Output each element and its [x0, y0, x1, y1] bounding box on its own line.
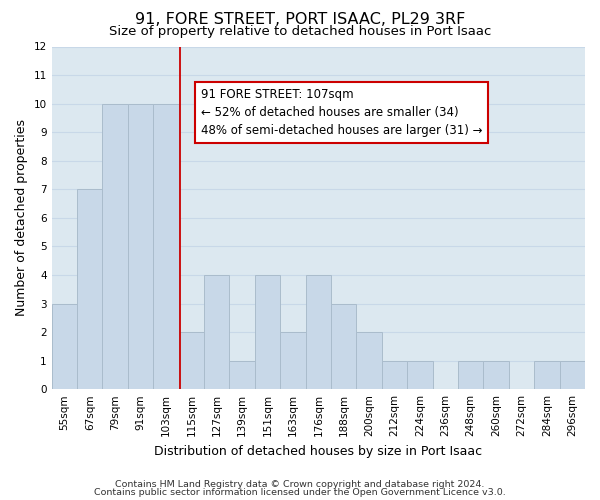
Text: Contains public sector information licensed under the Open Government Licence v3: Contains public sector information licen…	[94, 488, 506, 497]
Bar	[356, 332, 382, 389]
Bar	[255, 275, 280, 389]
Bar	[331, 304, 356, 389]
Bar	[128, 104, 153, 389]
Bar	[204, 275, 229, 389]
Bar	[52, 304, 77, 389]
Bar	[77, 190, 103, 389]
Y-axis label: Number of detached properties: Number of detached properties	[15, 120, 28, 316]
Text: 91, FORE STREET, PORT ISAAC, PL29 3RF: 91, FORE STREET, PORT ISAAC, PL29 3RF	[135, 12, 465, 28]
Bar	[153, 104, 179, 389]
Bar	[534, 360, 560, 389]
Bar	[484, 360, 509, 389]
Bar	[458, 360, 484, 389]
Text: 91 FORE STREET: 107sqm
← 52% of detached houses are smaller (34)
48% of semi-det: 91 FORE STREET: 107sqm ← 52% of detached…	[201, 88, 482, 136]
X-axis label: Distribution of detached houses by size in Port Isaac: Distribution of detached houses by size …	[154, 444, 482, 458]
Bar	[280, 332, 305, 389]
Bar	[407, 360, 433, 389]
Text: Contains HM Land Registry data © Crown copyright and database right 2024.: Contains HM Land Registry data © Crown c…	[115, 480, 485, 489]
Bar	[179, 332, 204, 389]
Bar	[305, 275, 331, 389]
Bar	[560, 360, 585, 389]
Text: Size of property relative to detached houses in Port Isaac: Size of property relative to detached ho…	[109, 25, 491, 38]
Bar	[229, 360, 255, 389]
Bar	[382, 360, 407, 389]
Bar	[103, 104, 128, 389]
